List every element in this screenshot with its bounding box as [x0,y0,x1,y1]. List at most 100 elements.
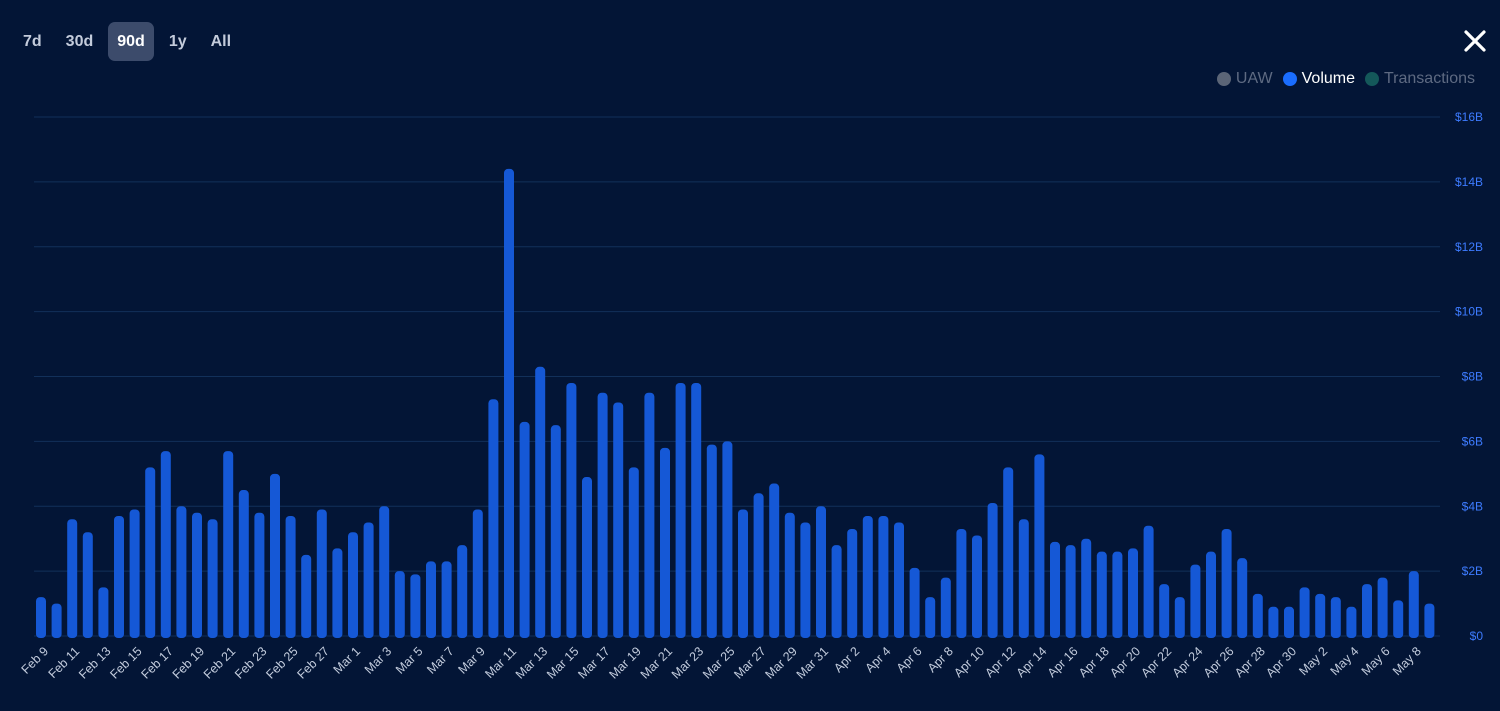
bar[interactable] [316,509,327,638]
bar[interactable] [410,574,421,638]
bar[interactable] [441,561,452,638]
bar[interactable] [332,548,343,638]
bar[interactable] [644,392,655,638]
bar[interactable] [176,506,187,638]
bar[interactable] [1174,597,1185,638]
bar[interactable] [987,503,998,638]
bar[interactable] [956,528,967,638]
bar[interactable] [972,535,982,638]
bar[interactable] [67,519,78,638]
bar[interactable] [753,493,764,638]
bar[interactable] [566,382,577,638]
bar[interactable] [192,512,202,638]
bar[interactable] [1393,600,1404,638]
bar[interactable] [878,515,889,638]
legend-item-volume[interactable]: Volume [1282,70,1355,88]
bar[interactable] [675,382,686,638]
bar[interactable] [98,587,109,638]
bar[interactable] [691,382,702,638]
bar[interactable] [1112,551,1123,638]
bar[interactable] [1128,548,1138,638]
bar[interactable] [1252,593,1263,638]
bar[interactable] [270,473,280,638]
tab-90d[interactable]: 90d [108,22,154,61]
bar[interactable] [1237,558,1248,638]
bar[interactable] [597,392,608,638]
bar[interactable] [145,467,156,638]
bar[interactable] [1050,541,1060,638]
bar[interactable] [254,512,265,638]
bar[interactable] [1284,606,1294,638]
bar[interactable] [831,545,842,638]
bar[interactable] [769,483,780,638]
bar[interactable] [706,444,717,638]
tab-all[interactable]: All [210,33,232,50]
bar[interactable] [223,451,234,638]
x-tick-label: Apr 2 [831,644,862,675]
bar[interactable] [238,490,249,638]
bar[interactable] [738,509,748,638]
bar[interactable] [207,519,218,638]
close-button[interactable] [1460,26,1490,56]
bar[interactable] [114,515,124,638]
bar[interactable] [488,399,499,638]
bar[interactable] [800,522,811,638]
bar[interactable] [1018,519,1029,638]
bar[interactable] [1221,528,1232,638]
bar[interactable] [1362,584,1372,638]
bar[interactable] [1096,551,1107,638]
bar[interactable] [847,528,858,638]
bar[interactable] [129,509,140,638]
legend-item-transactions[interactable]: Transactions [1365,70,1475,88]
bar[interactable] [535,366,546,638]
bar[interactable] [784,512,795,638]
bar[interactable] [472,509,483,638]
bar[interactable] [628,467,639,638]
legend-item-uaw[interactable]: UAW [1216,70,1273,88]
bar[interactable] [1330,597,1341,638]
bar[interactable] [816,506,826,638]
bar[interactable] [457,545,468,638]
bar[interactable] [379,506,390,638]
bar[interactable] [394,571,405,638]
bar[interactable] [51,603,62,638]
bar[interactable] [722,441,733,638]
bar[interactable] [1377,577,1388,638]
bar[interactable] [1065,545,1076,638]
bar[interactable] [36,597,46,638]
bar[interactable] [925,597,936,638]
bar[interactable] [894,522,904,638]
bar[interactable] [660,447,670,638]
bar[interactable] [582,477,592,638]
bar[interactable] [1346,606,1357,638]
bar[interactable] [940,577,951,638]
bar[interactable] [301,554,312,638]
bar[interactable] [1034,454,1045,638]
bar[interactable] [1159,584,1170,638]
bar[interactable] [519,421,530,638]
bar[interactable] [1003,467,1014,638]
bar[interactable] [504,168,514,638]
bar[interactable] [550,425,561,638]
bar[interactable] [909,567,920,638]
bar[interactable] [285,515,296,638]
bar[interactable] [1408,571,1419,638]
bar[interactable] [1315,593,1326,638]
bar[interactable] [1143,525,1154,638]
bar[interactable] [160,451,171,638]
bar[interactable] [426,561,436,638]
tab-1y[interactable]: 1y [168,33,187,50]
bar[interactable] [348,532,358,638]
bar[interactable] [1299,587,1310,638]
tab-7d[interactable]: 7d [23,33,42,50]
bar[interactable] [1268,606,1279,638]
bar[interactable] [82,532,93,638]
bar[interactable] [1081,538,1092,638]
bar[interactable] [1190,564,1201,638]
bar[interactable] [613,402,624,638]
bar[interactable] [862,515,873,638]
tab-30d[interactable]: 30d [65,33,94,50]
bar[interactable] [363,522,374,638]
bar[interactable] [1206,551,1216,638]
bar[interactable] [1424,603,1435,638]
